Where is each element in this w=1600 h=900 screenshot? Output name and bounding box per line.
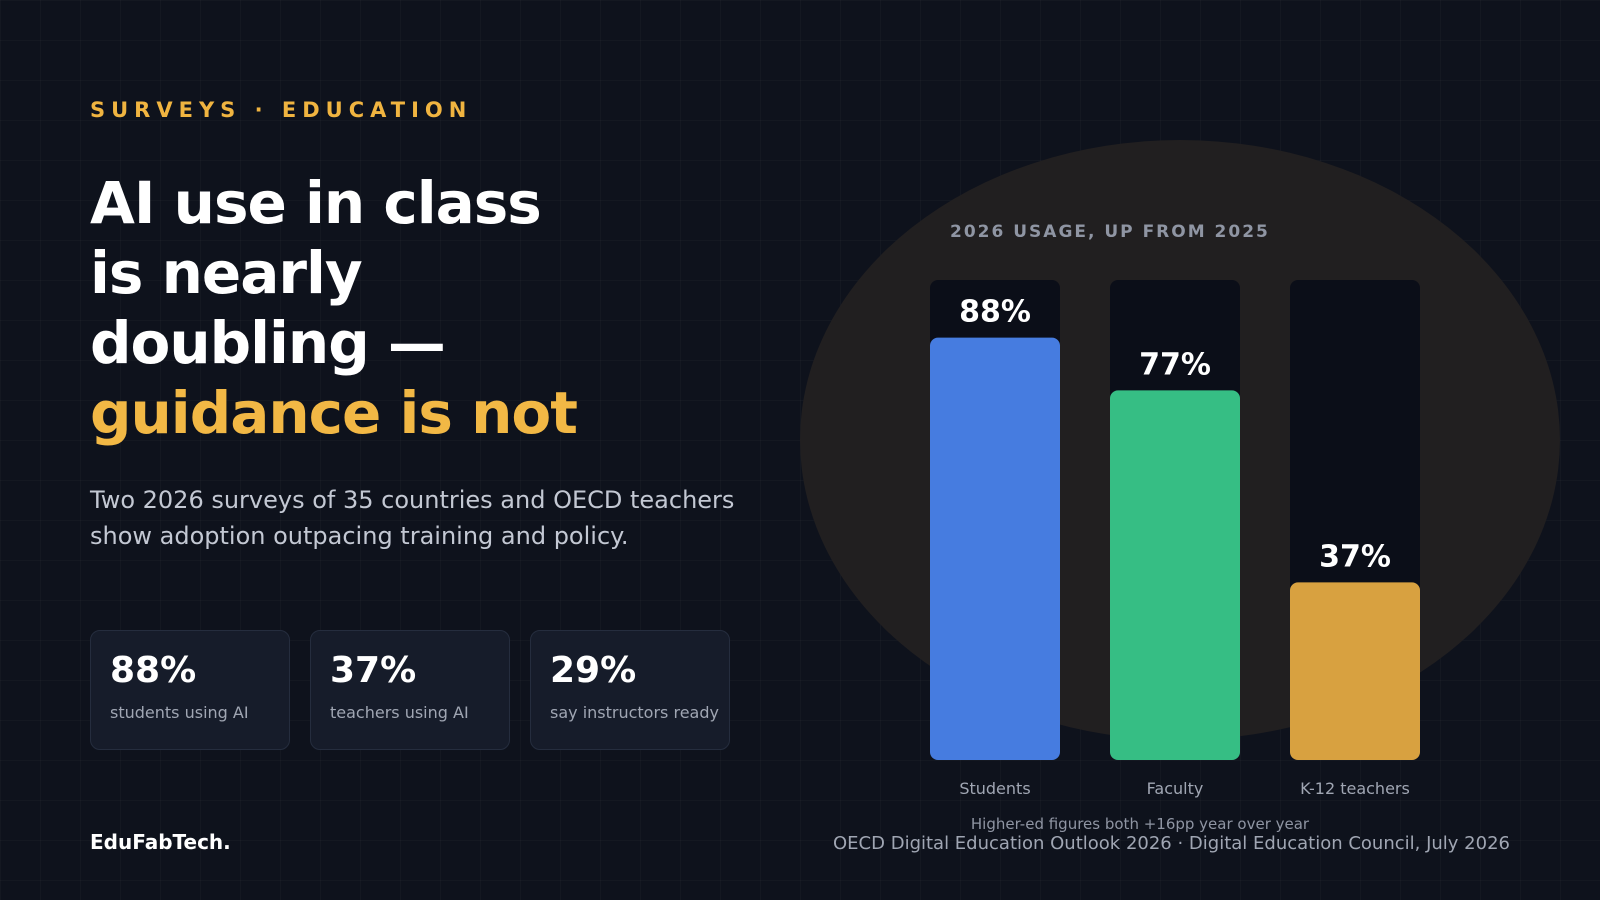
bar-value-label-students: 88% — [959, 295, 1031, 330]
stat-card-teachers: 37% teachers using AI — [310, 630, 510, 750]
category-label-students: Students — [959, 779, 1030, 798]
stat-label: say instructors ready — [550, 703, 719, 722]
subtitle: Two 2026 surveys of 35 countries and OEC… — [90, 486, 735, 550]
chart-annotation: Higher-ed figures both +16pp year over y… — [970, 815, 1310, 833]
headline: AI use in class is nearly doubling — gui… — [90, 168, 710, 448]
headline-line-1: AI use in class — [90, 169, 542, 237]
headline-accent: guidance is not — [90, 379, 578, 447]
stat-card-students: 88% students using AI — [90, 630, 290, 750]
category-label-faculty: Faculty — [1147, 779, 1204, 798]
stat-label: teachers using AI — [330, 703, 469, 722]
stat-value: 88% — [110, 650, 197, 691]
bar-faculty — [1110, 390, 1240, 760]
headline-line-2: is nearly — [90, 239, 363, 307]
category-label-k12-teachers: K-12 teachers — [1300, 779, 1410, 798]
chart-title: 2026 USAGE, UP FROM 2025 — [950, 222, 1270, 242]
bar-k12-teachers — [1290, 582, 1420, 760]
brand-logo: EduFabTech. — [90, 830, 231, 854]
eyebrow-label: SURVEYS · EDUCATION — [90, 98, 473, 122]
stat-value: 37% — [330, 650, 417, 691]
bar-students — [930, 337, 1060, 760]
bar-value-label-faculty: 77% — [1139, 347, 1211, 382]
bar-value-label-k12-teachers: 37% — [1319, 539, 1391, 574]
stat-value: 29% — [550, 650, 637, 691]
source-citation: OECD Digital Education Outlook 2026 · Di… — [833, 833, 1510, 854]
stat-card-instructors-ready: 29% say instructors ready — [530, 630, 730, 750]
headline-line-3: doubling — — [90, 309, 446, 377]
stat-cards: 88% students using AI 37% teachers using… — [90, 630, 730, 750]
usage-bar-chart: 88% Students 77% Faculty 37% K-12 teachers — [930, 280, 1420, 798]
stat-label: students using AI — [110, 703, 249, 722]
